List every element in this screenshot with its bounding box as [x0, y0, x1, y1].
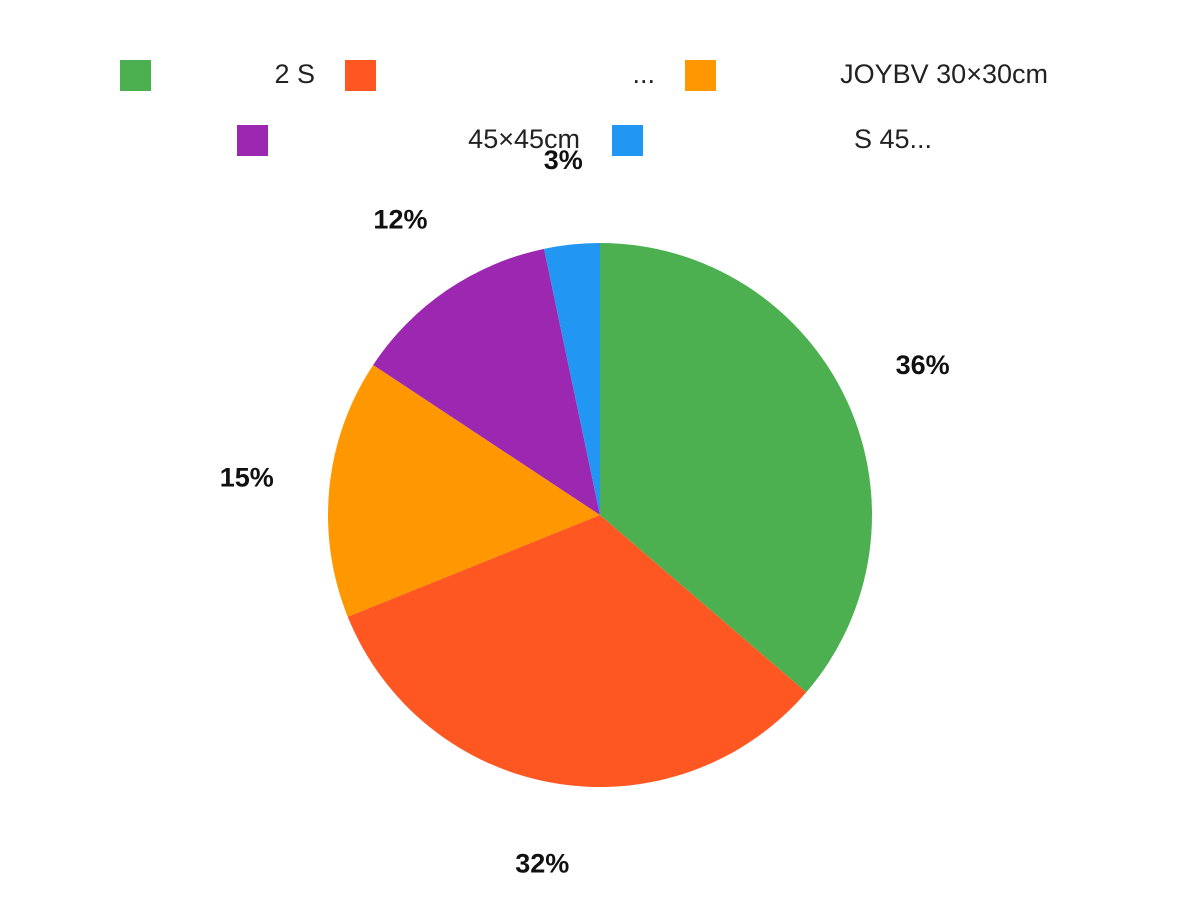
legend-label: 45×45cm	[468, 124, 580, 154]
slice-label: 36%	[896, 350, 950, 380]
legend-swatch	[237, 125, 268, 156]
legend-label: JOYBV 30×30cm	[840, 59, 1048, 89]
pie-slice	[347, 515, 807, 787]
pie-slice	[373, 248, 600, 515]
legend-swatch	[120, 60, 151, 91]
slice-label: 12%	[373, 205, 427, 235]
legend-label: 2 S	[274, 59, 315, 89]
legend-label: S 45...	[854, 124, 932, 154]
slice-label: 3%	[544, 145, 583, 175]
slice-label: 15%	[220, 462, 274, 492]
pie-slice	[600, 243, 872, 693]
pie-slice	[544, 243, 600, 515]
legend-swatch	[612, 125, 643, 156]
slice-label: 32%	[515, 848, 569, 878]
legend-swatch	[345, 60, 376, 91]
legend-swatch	[685, 60, 716, 91]
legend-label: ...	[632, 59, 655, 89]
pie-slice	[328, 364, 600, 617]
